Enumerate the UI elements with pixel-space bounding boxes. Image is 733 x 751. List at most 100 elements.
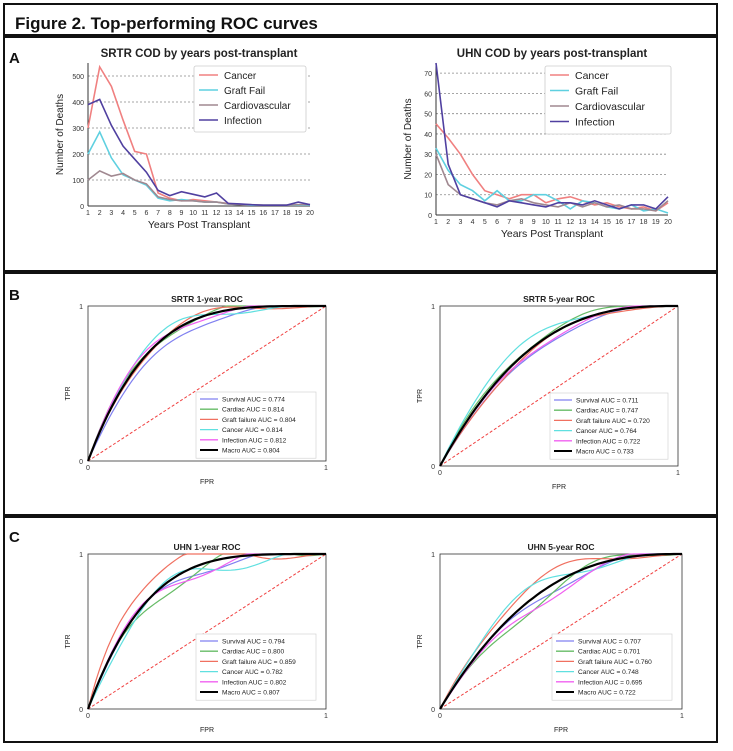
legend-label-graft-fail: Graft Fail bbox=[224, 86, 265, 97]
legend-label-graft-fail: Graft Fail bbox=[575, 86, 618, 98]
uhn-cod-chart: UHN COD by years post-transplant 0 10 20 30 4… bbox=[403, 48, 672, 240]
legend-box bbox=[549, 392, 669, 460]
y-tick-label: 60 bbox=[424, 91, 432, 98]
x-tick-label: 8 bbox=[520, 219, 524, 226]
y-tick-label: 20 bbox=[424, 172, 432, 179]
legend-label-cancer: Cancer bbox=[224, 71, 257, 82]
x-tick-label: 0 bbox=[86, 713, 90, 720]
x-tick-label: 1 bbox=[676, 470, 680, 477]
legend-label-macro: Macro AUC = 0.722 bbox=[578, 690, 636, 697]
legend-label-infection: Infection AUC = 0.812 bbox=[222, 437, 287, 444]
x-tick-label: 3 bbox=[458, 219, 462, 226]
legend-label-infection: Infection AUC = 0.722 bbox=[576, 438, 641, 445]
series-line-cardiovascular bbox=[435, 153, 669, 212]
x-tick-label: 18 bbox=[640, 219, 648, 226]
x-tick-label: 12 bbox=[213, 210, 221, 217]
x-tick-label: 9 bbox=[532, 219, 536, 226]
chart-title: SRTR 5-year ROC bbox=[523, 294, 595, 304]
x-tick-label: 2 bbox=[446, 219, 450, 226]
y-tick-label: 50 bbox=[424, 112, 432, 119]
srtr-cod-chart: SRTR COD by years post-transplant 0 100 200… bbox=[55, 48, 314, 231]
legend-label-cancer: Cancer bbox=[575, 70, 609, 82]
y-axis-label: Number of Deaths bbox=[403, 98, 414, 179]
x-tick-label: 20 bbox=[306, 210, 314, 217]
legend-label-graft-failure: Graft failure AUC = 0.859 bbox=[222, 659, 296, 666]
y-tick-label: 1 bbox=[79, 304, 83, 311]
y-tick-label: 0 bbox=[431, 464, 435, 471]
x-tick-label: 15 bbox=[603, 219, 611, 226]
x-tick-label: 14 bbox=[591, 219, 599, 226]
y-axis-label: Number of Deaths bbox=[55, 94, 66, 175]
x-tick-label: 10 bbox=[189, 210, 197, 217]
roc-curve-graft-failure bbox=[87, 305, 327, 462]
chart-title: UHN 1-year ROC bbox=[173, 542, 240, 552]
x-tick-label: 14 bbox=[236, 210, 244, 217]
legend-label-macro: Macro AUC = 0.733 bbox=[576, 449, 634, 456]
srtr-1y-roc-chart: SRTR 1-year ROC 0 1 0 1 FPR TPR Survival AUC = … bbox=[65, 294, 328, 486]
legend-label-cardiac: Cardiac AUC = 0.814 bbox=[222, 407, 284, 414]
legend-label-cancer: Cancer AUC = 0.764 bbox=[576, 428, 637, 435]
srtr-5y-roc-chart: SRTR 5-year ROC 0 1 0 1 FPR TPR Survival AUC = … bbox=[417, 294, 680, 491]
legend-box bbox=[195, 391, 317, 459]
series-line-infection bbox=[435, 62, 669, 210]
figure-title-box: Figure 2. Top-performing ROC curves bbox=[3, 3, 718, 36]
legend-label-survival: Survival AUC = 0.711 bbox=[576, 398, 639, 405]
figure-title: Figure 2. Top-performing ROC curves bbox=[15, 14, 318, 33]
panel-c: C bbox=[3, 516, 718, 743]
legend-label-survival: Survival AUC = 0.794 bbox=[222, 639, 285, 646]
y-tick-label: 0 bbox=[431, 707, 435, 714]
chance-diagonal bbox=[439, 305, 679, 467]
x-tick-label: 13 bbox=[224, 210, 232, 217]
y-axis-label: TPR bbox=[417, 389, 424, 403]
x-tick-label: 16 bbox=[615, 219, 623, 226]
chart-title: UHN COD by years post-transplant bbox=[457, 48, 648, 60]
legend-label-cancer: Cancer AUC = 0.748 bbox=[578, 669, 639, 676]
roc-curve-infection bbox=[439, 553, 682, 710]
chart-title: SRTR COD by years post-transplant bbox=[101, 48, 298, 60]
x-tick-label: 5 bbox=[483, 219, 487, 226]
legend-label-cardiovascular: Cardiovascular bbox=[224, 101, 291, 112]
y-tick-label: 0 bbox=[79, 459, 83, 466]
x-tick-label: 0 bbox=[438, 470, 442, 477]
panel-letter-c: C bbox=[9, 529, 20, 546]
x-tick-label: 11 bbox=[201, 210, 208, 217]
y-tick-label: 100 bbox=[72, 178, 84, 185]
y-tick-label: 200 bbox=[72, 152, 84, 159]
x-tick-label: 1 bbox=[86, 210, 90, 217]
chart-title: UHN 5-year ROC bbox=[527, 542, 594, 552]
legend-label-cancer: Cancer AUC = 0.782 bbox=[222, 669, 283, 676]
x-tick-label: 12 bbox=[566, 219, 574, 226]
chance-diagonal bbox=[87, 305, 327, 462]
x-axis-label: FPR bbox=[200, 479, 214, 486]
roc-curve-macro bbox=[439, 304, 678, 467]
legend-label-cardiac: Cardiac AUC = 0.747 bbox=[576, 408, 638, 415]
legend-label-cardiovascular: Cardiovascular bbox=[575, 101, 646, 113]
x-tick-label: 9 bbox=[180, 210, 184, 217]
panel-b: B bbox=[3, 272, 718, 516]
legend-box bbox=[193, 65, 307, 133]
legend-label-graft-failure: Graft failure AUC = 0.760 bbox=[578, 659, 652, 666]
y-tick-label: 300 bbox=[72, 126, 84, 133]
y-axis-label: TPR bbox=[417, 635, 424, 649]
x-axis-label: FPR bbox=[200, 727, 214, 734]
x-tick-label: 3 bbox=[109, 210, 113, 217]
y-tick-label: 0 bbox=[80, 204, 84, 211]
legend-label-infection: Infection AUC = 0.802 bbox=[222, 679, 287, 686]
x-tick-label: 0 bbox=[86, 465, 90, 472]
legend-label-macro: Macro AUC = 0.807 bbox=[222, 690, 280, 697]
legend-label-survival: Survival AUC = 0.707 bbox=[578, 639, 641, 646]
x-tick-label: 20 bbox=[664, 219, 672, 226]
chart-title: SRTR 1-year ROC bbox=[171, 294, 243, 304]
x-tick-label: 5 bbox=[133, 210, 137, 217]
x-tick-label: 0 bbox=[438, 713, 442, 720]
x-axis-label: FPR bbox=[554, 727, 568, 734]
x-tick-label: 7 bbox=[156, 210, 160, 217]
chance-diagonal bbox=[87, 553, 327, 710]
legend-box bbox=[195, 633, 317, 701]
x-tick-label: 16 bbox=[259, 210, 267, 217]
chance-diagonal bbox=[439, 553, 683, 710]
legend-label-cancer: Cancer AUC = 0.814 bbox=[222, 427, 283, 434]
plot-frame bbox=[439, 553, 683, 710]
y-tick-label: 70 bbox=[424, 71, 432, 78]
